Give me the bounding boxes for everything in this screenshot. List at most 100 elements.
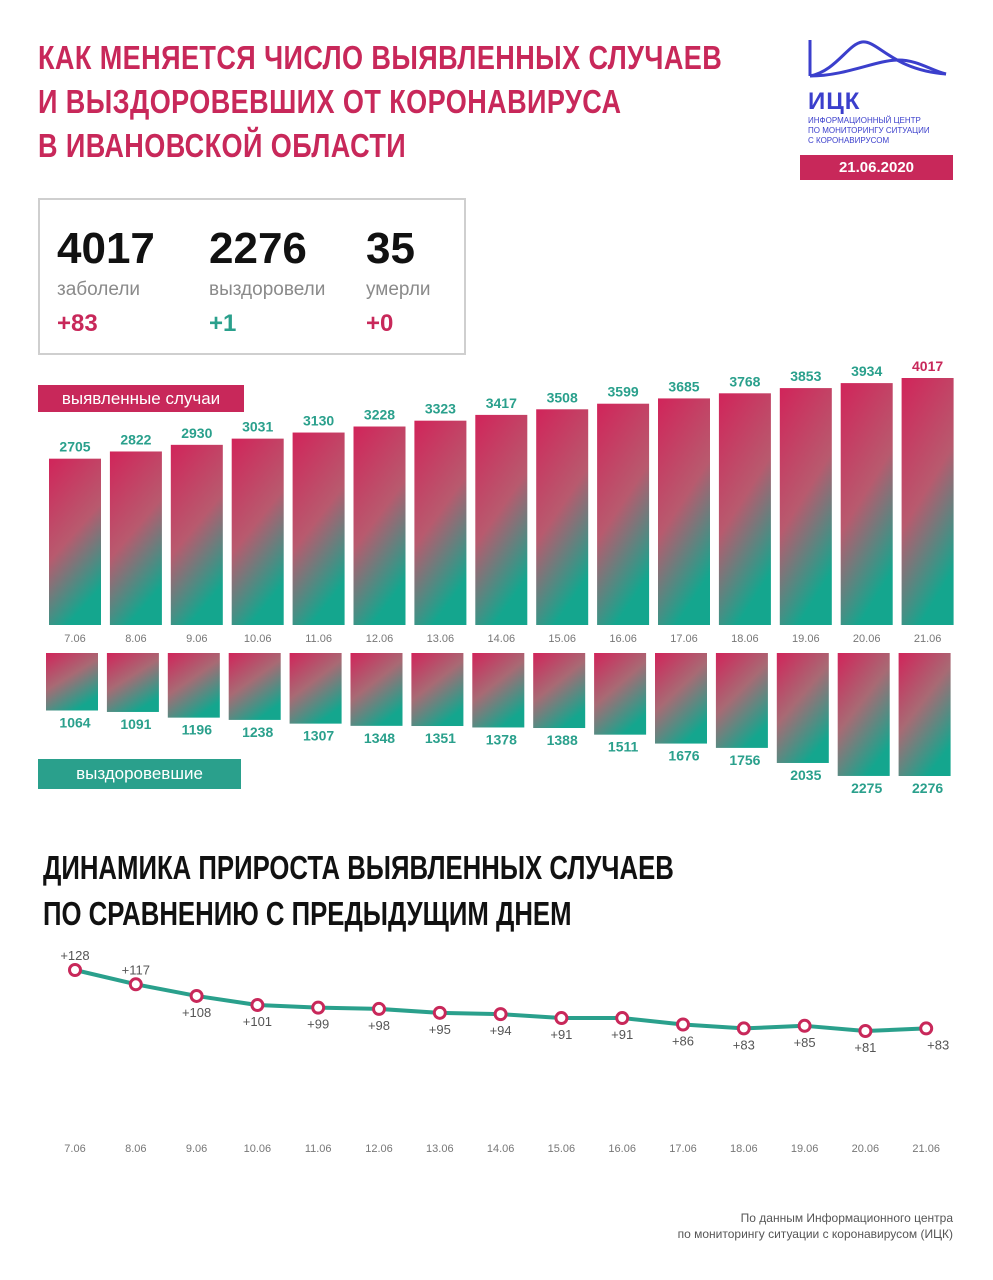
growth-value-label: +95	[429, 1022, 451, 1037]
growth-point	[615, 1011, 630, 1026]
x-tick-label: 13.06	[426, 1143, 454, 1155]
detected-bar	[901, 378, 954, 625]
growth-point	[68, 963, 82, 977]
detected-value-label: 2930	[181, 425, 212, 441]
x-tick-label: 14.06	[487, 1143, 515, 1155]
growth-value-label: +91	[611, 1027, 633, 1042]
stat-delta: +83	[57, 310, 98, 337]
date-badge: 21.06.2020	[800, 155, 953, 180]
x-tick-label: 13.06	[427, 633, 455, 645]
x-tick-label: 8.06	[125, 1143, 146, 1155]
growth-point	[189, 988, 204, 1003]
x-tick-label: 15.06	[548, 1143, 576, 1155]
detected-bar	[658, 398, 710, 625]
growth-value-label: +85	[794, 1035, 816, 1050]
growth-point	[858, 1024, 873, 1038]
recovered-value-label: 1238	[242, 724, 273, 740]
detected-value-label: 3685	[668, 378, 699, 394]
detected-bar	[840, 383, 893, 625]
growth-value-label: +91	[550, 1027, 572, 1042]
detected-bar	[779, 388, 832, 625]
detected-value-label: 3599	[608, 384, 639, 400]
growth-point	[797, 1018, 812, 1033]
x-tick-label: 17.06	[669, 1143, 697, 1155]
recovered-value-label: 1091	[120, 716, 151, 732]
stat-label: заболели	[57, 279, 141, 300]
detected-value-label: 3323	[425, 401, 456, 417]
detected-bar	[170, 444, 223, 625]
footnote-line: По данным Информационного центра	[740, 1211, 953, 1225]
detected-bar	[353, 426, 406, 625]
x-tick-label: 21.06	[912, 1143, 940, 1155]
label-recovered: выздоровевшие	[38, 759, 241, 789]
logo-subtitle-line: ПО МОНИТОРИНГУ СИТУАЦИИ	[808, 126, 930, 135]
stat-value: 2276	[209, 224, 307, 273]
detected-bar	[292, 432, 345, 625]
x-tick-label: 16.06	[608, 1143, 636, 1155]
growth-point	[372, 1001, 386, 1016]
detected-value-label: 3130	[303, 413, 334, 429]
x-tick-label: 8.06	[125, 633, 146, 645]
x-tick-label: 18.06	[730, 1143, 758, 1155]
x-tick-label: 20.06	[852, 1143, 880, 1155]
x-tick-label: 10.06	[244, 633, 272, 645]
growth-series-line	[74, 968, 927, 1033]
recovered-value-label: 1388	[547, 732, 578, 748]
recovered-value-label: 1756	[729, 752, 760, 768]
recovered-value-label: 1307	[303, 728, 334, 744]
title-line: КАК МЕНЯЕТСЯ ЧИСЛО ВЫЯВЛЕННЫХ СЛУЧАЕВ	[38, 39, 723, 76]
detected-value-label: 3508	[547, 389, 578, 405]
recovered-bar	[228, 653, 281, 720]
growth-value-label: +108	[182, 1005, 211, 1020]
recovered-bar	[411, 653, 464, 727]
x-tick-label: 11.06	[305, 633, 332, 645]
recovered-bar	[776, 653, 829, 763]
x-tick-label: 16.06	[609, 633, 637, 645]
recovered-value-label: 1196	[182, 722, 213, 738]
recovered-value-label: 2275	[851, 780, 882, 796]
recovered-value-label: 1511	[608, 739, 639, 755]
x-tick-label: 21.06	[914, 633, 942, 645]
stats-panel: 4017 заболели +83 2276 выздоровели +1 35…	[38, 198, 466, 355]
growth-point	[493, 1007, 508, 1022]
x-tick-label: 9.06	[186, 1143, 207, 1155]
growth-value-label: +86	[672, 1034, 694, 1049]
logo-abbr: ИЦК	[808, 88, 861, 115]
growth-line-chart: +128 7.06 +117 8.06 +108 9.06 +101 10.06 +99 11.0…	[60, 948, 949, 1155]
logo-wave-icon	[808, 40, 947, 78]
detected-value-label: 2705	[59, 439, 90, 455]
recovered-value-label: 1378	[486, 731, 517, 747]
detected-bar	[718, 393, 771, 625]
logo-subtitle-line: С КОРОНАВИРУСОМ	[808, 136, 890, 145]
detected-value-label: 3228	[364, 407, 395, 423]
stat-value: 4017	[57, 224, 155, 273]
growth-point	[676, 1017, 690, 1032]
detected-bar	[475, 414, 528, 625]
stat-label: выздоровели	[209, 279, 326, 300]
growth-point	[554, 1011, 569, 1026]
recovered-bar	[167, 653, 220, 718]
x-tick-label: 14.06	[488, 633, 516, 645]
detected-bar	[49, 458, 101, 625]
section-title: ДИНАМИКА ПРИРОСТА ВЫЯВЛЕННЫХ СЛУЧАЕВ ПО …	[43, 845, 674, 937]
detected-value-label: 3417	[486, 395, 517, 411]
detected-value-label: 3768	[729, 373, 760, 389]
recovered-value-label: 1064	[59, 715, 90, 731]
recovered-bar	[350, 653, 403, 726]
cases-bar-chart: 2705 7.06 1064 2822 8.06 1091 2930 9.06 1196 3031…	[46, 358, 954, 796]
growth-point	[128, 977, 143, 992]
growth-value-label: +94	[490, 1023, 512, 1038]
recovered-value-label: 1676	[668, 748, 699, 764]
stat-recovered: 2276 выздоровели +1	[209, 222, 325, 340]
detected-value-label: 3031	[242, 419, 273, 435]
growth-value-label: +101	[243, 1014, 272, 1029]
growth-point	[432, 1005, 447, 1020]
stat-deaths: 35 умерли +0	[366, 222, 431, 340]
growth-value-label: +128	[60, 948, 89, 963]
growth-value-label: +99	[307, 1017, 329, 1032]
growth-value-label: +83	[733, 1037, 755, 1052]
x-tick-label: 12.06	[365, 1143, 393, 1155]
x-tick-label: 10.06	[244, 1143, 272, 1155]
growth-point	[736, 1021, 751, 1036]
recovered-bar	[594, 653, 647, 735]
